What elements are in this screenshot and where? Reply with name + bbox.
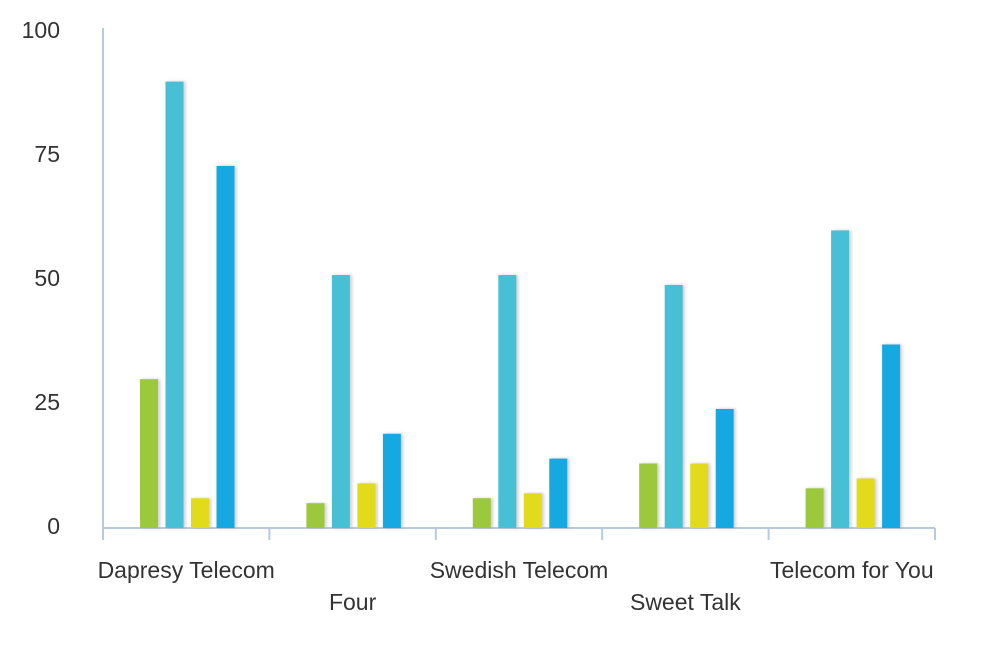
bar bbox=[472, 498, 491, 528]
bar bbox=[331, 275, 350, 528]
y-tick-label: 100 bbox=[22, 17, 60, 43]
y-tick-label: 0 bbox=[47, 513, 60, 539]
bar bbox=[831, 230, 850, 528]
bar bbox=[690, 463, 709, 528]
x-tick-label: Four bbox=[329, 589, 377, 615]
x-tick-label: Dapresy Telecom bbox=[98, 557, 275, 583]
x-tick-label: Swedish Telecom bbox=[430, 557, 609, 583]
bar bbox=[140, 379, 158, 528]
bar bbox=[805, 488, 824, 528]
bar bbox=[216, 165, 235, 529]
bar bbox=[715, 408, 734, 528]
bar bbox=[357, 483, 376, 528]
bar bbox=[498, 275, 517, 528]
y-tick-label: 25 bbox=[34, 389, 60, 415]
x-tick-label: Telecom for You bbox=[770, 557, 934, 583]
bar bbox=[639, 463, 658, 528]
bar bbox=[306, 503, 325, 528]
bar bbox=[549, 458, 568, 528]
bar bbox=[165, 81, 184, 528]
bar bbox=[191, 498, 209, 528]
bar bbox=[523, 493, 542, 528]
x-tick-label: Sweet Talk bbox=[630, 589, 741, 615]
y-tick-label: 75 bbox=[34, 141, 60, 167]
y-tick-label: 50 bbox=[34, 265, 60, 291]
bar bbox=[856, 478, 875, 528]
bar bbox=[882, 344, 901, 528]
bar bbox=[382, 433, 401, 528]
bar bbox=[664, 284, 683, 528]
